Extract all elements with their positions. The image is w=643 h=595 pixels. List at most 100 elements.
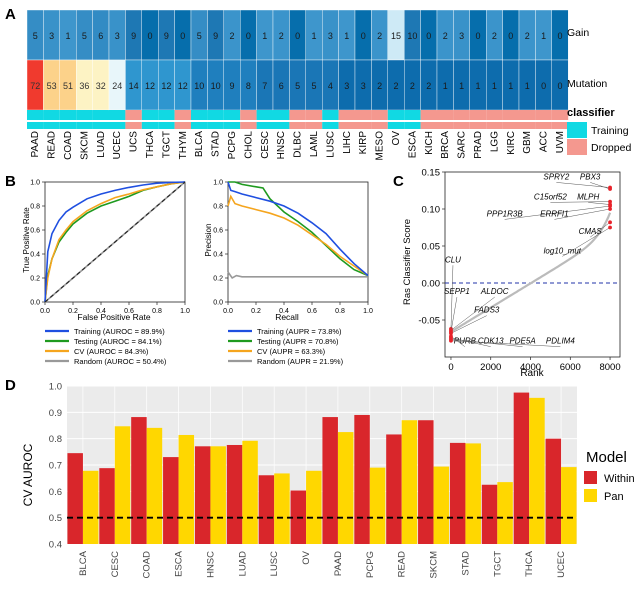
y-tick-label: 0.7 <box>49 461 62 472</box>
mutation-value: 2 <box>377 81 382 91</box>
annotation-leader <box>590 222 611 238</box>
annotation-leader <box>450 338 523 347</box>
x-tick-label: 0.8 <box>335 308 345 315</box>
mutation-value: 12 <box>145 81 155 91</box>
gene-label: ALDOC <box>480 287 509 296</box>
bar-within <box>545 438 562 544</box>
mutation-value: 1 <box>508 81 513 91</box>
cancer-type-label: STAD <box>211 131 222 157</box>
cancer-type-label: LUAD <box>96 131 107 158</box>
gain-value: 1 <box>311 31 316 41</box>
classifier-cell-lower <box>338 122 355 129</box>
plot-frame <box>227 181 369 303</box>
classifier-cell-lower <box>158 122 175 129</box>
rank-xlabel: Rank <box>520 368 544 379</box>
classifier-cell-lower <box>453 122 470 129</box>
classifier-cell <box>191 110 208 120</box>
y-tick-label: 1.0 <box>30 180 40 187</box>
classifier-cell <box>92 110 109 120</box>
classifier-cell <box>223 110 241 120</box>
annotation-leader <box>450 297 458 332</box>
mutation-value: 1 <box>492 81 497 91</box>
cv-auroc-bar-chart: 0.4 0.5 0.6 0.7 0.8 0.9 1.0 BLCA CESC COAD ESCA HNS… <box>49 382 577 578</box>
cancer-type-label: BRCA <box>440 131 451 159</box>
gain-value: 2 <box>443 31 448 41</box>
classifier-cell-lower <box>322 122 339 129</box>
rank-score-plot: 0.15 0.10 0.05 0.00 -0.05 0 2000 4000 6000 8000 SP… <box>418 168 620 374</box>
classifier-cell <box>404 110 421 120</box>
mutation-value: 12 <box>178 81 188 91</box>
classifier-cell-lower <box>27 122 44 129</box>
roc-xlabel: False Positive Rate <box>77 312 150 322</box>
classifier-cell <box>43 110 60 120</box>
bar-pan <box>178 434 195 544</box>
gene-label: PDE5A <box>509 337 535 346</box>
classifier-cell-lower <box>141 122 159 129</box>
classifier-cell-lower <box>273 122 290 129</box>
classifier-cell <box>355 110 372 120</box>
cancer-type-label: OV <box>391 131 402 146</box>
legend-swatch-dropped <box>567 139 587 155</box>
gain-value: 3 <box>459 31 464 41</box>
y-tick-label: 0.0 <box>213 300 223 307</box>
highlight-point <box>449 338 453 343</box>
gain-value: 2 <box>492 31 497 41</box>
mutation-value: 53 <box>47 81 57 91</box>
bar-pan <box>274 473 290 544</box>
cancer-type-label: LUSC <box>325 131 336 158</box>
legend-entry: Training (AUROC = 89.9%) <box>74 327 165 336</box>
roc-legend: Training (AUROC = 89.9%)Testing (AUROC =… <box>45 327 167 366</box>
cancer-type-label: LAML <box>309 131 320 158</box>
classifier-cell <box>371 110 388 120</box>
model-legend-title: Model <box>586 449 627 466</box>
classifier-cell-lower <box>92 122 109 129</box>
bar-pan <box>401 420 418 544</box>
classifier-cell-lower <box>76 122 93 129</box>
legend-entry: Testing (AUPR = 70.8%) <box>257 337 339 346</box>
legend-entry: Random (AUPR = 21.9%) <box>257 357 344 366</box>
cancer-type-label: TGCT <box>161 131 172 158</box>
gain-value: 2 <box>377 31 382 41</box>
classifier-cell-lower <box>502 122 519 129</box>
row-label-gain: Gain <box>567 27 589 39</box>
bar-pan <box>82 470 99 544</box>
annotation-leader <box>556 182 611 188</box>
plot-frame <box>444 171 621 358</box>
annotation-leader <box>554 208 611 220</box>
classifier-cell-lower <box>207 122 224 129</box>
bar-within <box>163 457 179 544</box>
panel-label-a: A <box>5 6 16 23</box>
y-tick-label: 0.2 <box>30 276 40 283</box>
highlight-point <box>608 207 612 211</box>
gain-value: 0 <box>557 31 562 41</box>
x-tick-label: STAD <box>460 551 471 576</box>
classifier-cell <box>207 110 224 120</box>
classifier-cell <box>469 110 487 120</box>
classifier-cell <box>59 110 77 120</box>
cancer-type-label: HNSC <box>276 131 287 159</box>
bar-pan <box>465 443 481 544</box>
classifier-cell-lower <box>289 122 306 129</box>
cancer-type-label: DLBC <box>293 131 304 158</box>
row-label-mutation: Mutation <box>567 78 607 90</box>
gain-value: 0 <box>475 31 480 41</box>
x-tick-label: PAAD <box>333 551 344 576</box>
gain-value: 15 <box>391 31 401 41</box>
classifier-cell <box>420 110 437 120</box>
mutation-value: 36 <box>79 81 89 91</box>
classifier-cell-lower <box>191 122 208 129</box>
bar-within <box>99 468 115 544</box>
bar-within <box>513 392 530 544</box>
cancer-type-label: LIHC <box>342 131 353 154</box>
x-tick-label: 0 <box>448 362 453 373</box>
gain-value: 3 <box>328 31 333 41</box>
classifier-cell-lower <box>305 122 323 129</box>
legend-label-pan: Pan <box>604 491 624 503</box>
gain-value: 2 <box>525 31 530 41</box>
bar-pan <box>210 446 226 544</box>
gain-value: 9 <box>131 31 136 41</box>
annotation-leader <box>504 205 611 220</box>
plot-frame <box>44 181 186 303</box>
mutation-value: 6 <box>279 81 284 91</box>
classifier-cell <box>76 110 93 120</box>
